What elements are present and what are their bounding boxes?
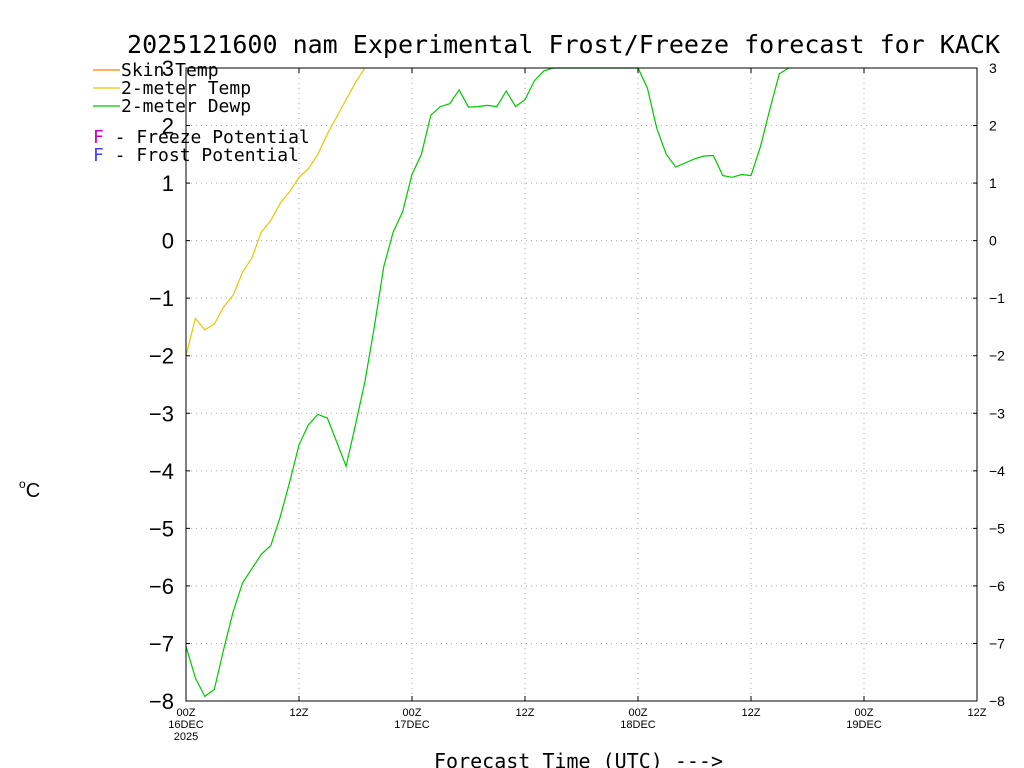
y-tick-label-right: −3 (989, 405, 1005, 421)
y-tick-label: 0 (162, 229, 174, 254)
series-layer (185, 67, 790, 698)
y-tick-label: −5 (149, 516, 174, 541)
y-tick-label: −3 (149, 401, 174, 426)
potential-text: - Freeze Potential (104, 127, 310, 148)
grid-lines (186, 68, 977, 701)
y-tick-label: −6 (149, 574, 174, 599)
potential-text: - Frost Potential (104, 145, 299, 166)
y-tick-label-right: −4 (989, 463, 1005, 479)
y-tick-label: −7 (149, 631, 174, 656)
y-tick-label-right: −5 (989, 520, 1005, 536)
y-axis-left: −8 −7 −6 −5 −4 −3 −2 −1 0 1 2 3 (149, 56, 190, 714)
legend-label: 2-meter Temp (121, 78, 251, 99)
y-tick-label-right: −1 (989, 290, 1005, 306)
plot-frame (185, 67, 978, 702)
x-tick-label: 00Z (403, 707, 422, 719)
series-line-2-meter-temp (185, 67, 366, 356)
chart-title: 2025121600 nam Experimental Frost/Freeze… (127, 30, 1000, 59)
y-tick-label-right: 2 (989, 118, 997, 134)
y-tick-label-right: −2 (989, 348, 1005, 364)
x-tick-label: 12Z (516, 707, 535, 719)
y-tick-label: 3 (162, 56, 174, 81)
x-tick-label: 12Z (742, 707, 761, 719)
x-tick-label: 16DEC (168, 719, 204, 731)
y-axis-label: oC (19, 477, 40, 502)
y-tick-label: 1 (162, 171, 174, 196)
y-axis-label-degree: o (19, 477, 26, 491)
potential-letter: F (93, 145, 104, 166)
potential-legend-label: F - Freeze Potential (93, 127, 310, 148)
y-tick-label: −4 (149, 459, 174, 484)
potential-letter: F (93, 127, 104, 148)
legend-label: Skin Temp (121, 60, 219, 81)
y-tick-label: −8 (149, 689, 174, 714)
x-tick-label: 18DEC (620, 719, 656, 731)
y-tick-label-right: 3 (989, 60, 997, 76)
y-tick-label-right: −8 (989, 693, 1005, 709)
y-tick-label-right: 1 (989, 175, 997, 191)
legend-label: 2-meter Dewp (121, 96, 251, 117)
y-tick-label: 2 (162, 114, 174, 139)
x-tick-label: 17DEC (394, 719, 430, 731)
y-tick-label: −2 (149, 344, 174, 369)
y-axis-label-unit: C (26, 480, 40, 502)
potential-legend-label: F - Frost Potential (93, 145, 299, 166)
y-tick-label-right: −7 (989, 635, 1005, 651)
x-tick-label: 2025 (174, 731, 198, 743)
y-tick-label-right: −6 (989, 578, 1005, 594)
x-tick-label: 00Z (855, 707, 874, 719)
y-axis-right: −8 −7 −6 −5 −4 −3 −2 −1 0 1 2 3 (973, 60, 1005, 709)
x-tick-label: 00Z (177, 707, 196, 719)
x-tick-label: 12Z (290, 707, 309, 719)
series-line-2-meter-dewp (185, 67, 790, 698)
x-tick-label: 12Z (968, 707, 987, 719)
y-tick-label: −1 (149, 286, 174, 311)
y-tick-label-right: 0 (989, 233, 997, 249)
x-axis-label: Forecast Time (UTC) ---> (434, 749, 723, 768)
x-tick-label: 19DEC (846, 719, 882, 731)
x-tick-label: 00Z (629, 707, 648, 719)
